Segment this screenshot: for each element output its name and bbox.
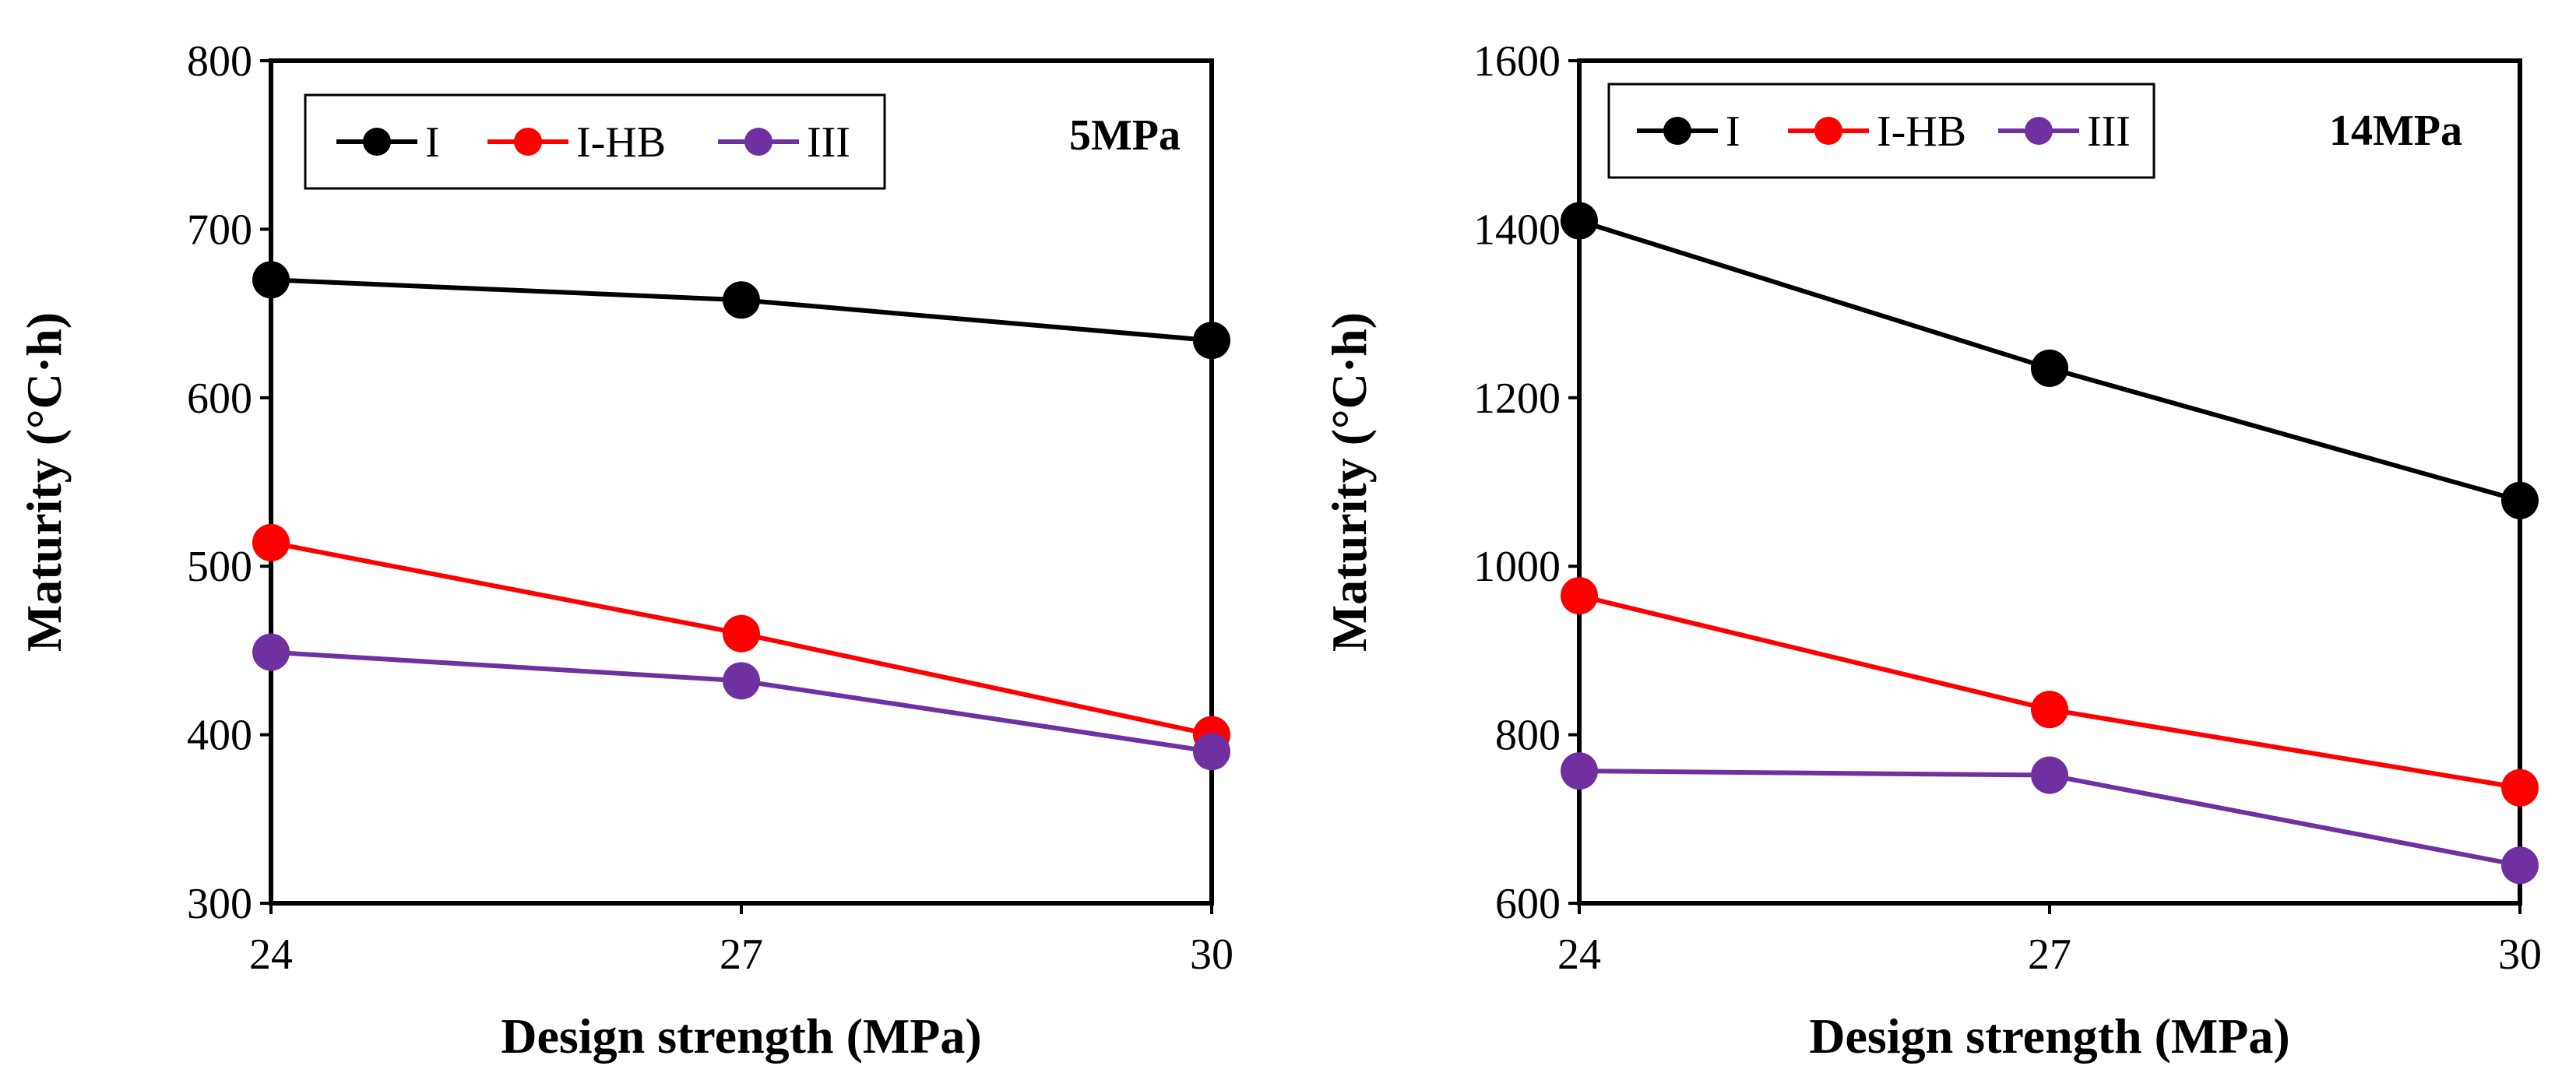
data-point-i: [1561, 202, 1598, 240]
chart-svg-14mpa: 600 800 1000 1200 1400 1600 24 27 30 Design stren…: [1321, 37, 2542, 1064]
data-point-iii: [2031, 756, 2068, 794]
data-point-iii: [723, 662, 760, 700]
legend-marker-iii: [2025, 117, 2053, 145]
panel-annotation: 5MPa: [1069, 111, 1181, 160]
y-tick-label: 800: [1495, 712, 1561, 760]
legend-label-iii: III: [2087, 107, 2131, 156]
legend-marker-i-hb: [1814, 117, 1842, 145]
data-point-i: [252, 261, 290, 299]
data-point-i-hb: [2501, 769, 2539, 807]
legend-label-i: I: [1726, 107, 1740, 156]
data-point-iii: [2501, 846, 2539, 885]
data-point-i-hb: [1561, 577, 1598, 615]
y-tick-label: 800: [187, 37, 252, 86]
y-tick-label: 500: [187, 543, 252, 591]
data-point-i: [2501, 481, 2539, 519]
legend-label-i-hb: I-HB: [1877, 107, 1966, 156]
legend: I I-HB III: [1607, 83, 2155, 179]
chart-panel-14mpa: 600 800 1000 1200 1400 1600 24 27 30 Design stren…: [1288, 0, 2576, 1087]
data-point-i-hb: [2031, 691, 2068, 729]
y-tick-label: 1600: [1473, 37, 1561, 86]
chart-svg-5mpa: 300 400 500 600 700 800 24 27 30 Design strength …: [16, 37, 1233, 1064]
data-point-i-hb: [252, 523, 290, 561]
y-tick-label: 1000: [1473, 543, 1561, 591]
legend-marker-i: [1663, 117, 1691, 145]
legend-marker-i: [363, 128, 391, 156]
legend-label-i: I: [425, 118, 440, 167]
y-tick-label: 600: [1495, 880, 1561, 928]
x-axis-label: Design strength (MPa): [1809, 1008, 2289, 1064]
x-axis-label: Design strength (MPa): [501, 1008, 981, 1064]
y-tick-label: 400: [187, 712, 252, 760]
y-axis-label: Maturity (°C·h): [16, 312, 72, 652]
x-tick-label: 30: [2498, 930, 2542, 979]
legend-marker-iii: [744, 128, 772, 156]
y-tick-label: 300: [187, 880, 252, 928]
data-point-iii: [1561, 752, 1598, 790]
legend-marker-i-hb: [514, 128, 542, 156]
y-tick-label: 1200: [1473, 375, 1561, 423]
y-tick-label: 1400: [1473, 206, 1561, 254]
data-point-i: [723, 281, 760, 319]
y-tick-label: 700: [187, 206, 252, 254]
data-point-i: [1193, 322, 1230, 360]
data-point-i: [2031, 349, 2068, 387]
x-tick-label: 24: [249, 930, 293, 979]
data-point-iii: [1193, 733, 1230, 771]
data-point-iii: [252, 633, 290, 671]
legend-label-i-hb: I-HB: [576, 118, 666, 167]
y-tick-label: 600: [187, 375, 252, 423]
x-tick-label: 24: [1557, 930, 1601, 979]
x-tick-label: 30: [1190, 930, 1233, 979]
legend: I I-HB III: [304, 93, 886, 190]
x-tick-label: 27: [720, 930, 763, 979]
x-tick-label: 27: [2028, 930, 2071, 979]
y-axis-label: Maturity (°C·h): [1321, 312, 1377, 652]
panel-annotation: 14MPa: [2329, 107, 2462, 155]
data-point-i-hb: [723, 614, 760, 653]
chart-panel-5mpa: 300 400 500 600 700 800 24 27 30 Design strength …: [16, 37, 1233, 1064]
legend-label-iii: III: [807, 118, 850, 167]
